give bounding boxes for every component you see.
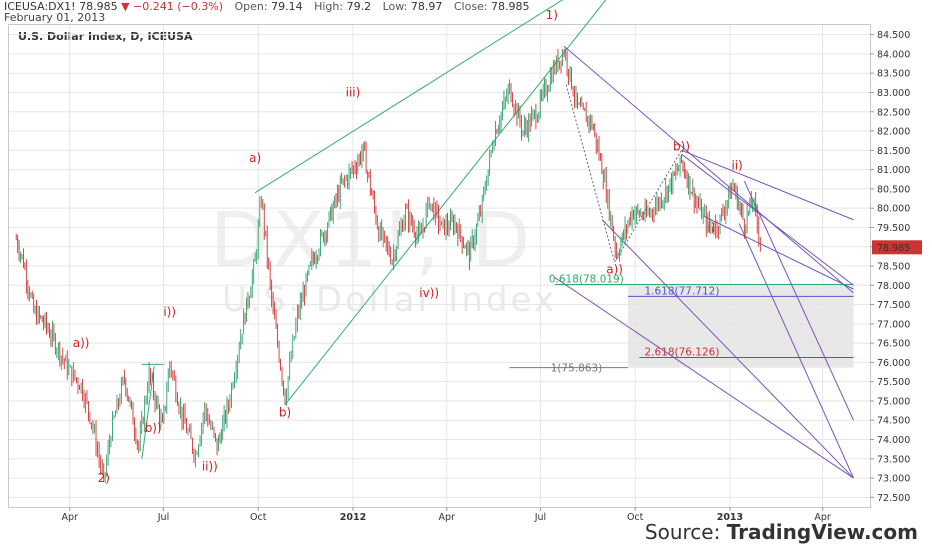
last-price: 78.985 — [79, 0, 118, 13]
source-credit: Source: TradingView.com — [645, 520, 918, 544]
elliott-wave-label: ii)) — [202, 459, 218, 473]
y-tick-label: 81.500 — [877, 146, 910, 157]
elliott-wave-label: a)) — [73, 336, 90, 350]
y-tick-label: 83.500 — [877, 69, 910, 80]
trendline — [681, 153, 854, 286]
y-tick-label: 84.500 — [877, 30, 910, 41]
y-tick-label: 77.000 — [877, 319, 910, 330]
trendline — [702, 215, 854, 290]
fib-level-label: 1(75.863) — [551, 363, 603, 375]
x-tick-label: 2013 — [717, 512, 743, 523]
symbol-name: ICEUSA:DX1! — [4, 0, 76, 13]
elliott-wave-label: b) — [279, 405, 291, 419]
trendline — [284, 0, 607, 406]
y-tick-label: 74.500 — [877, 416, 910, 427]
elliott-wave-label: 2) — [98, 471, 110, 485]
name-watermark: U.S. Dollar Index — [222, 280, 557, 320]
source-label: Source: — [644, 520, 727, 544]
y-tick-label: 72.500 — [877, 493, 910, 504]
chart-title: U.S. Dollar Index, D, ICEUSA — [18, 30, 193, 43]
low-value: 78.97 — [410, 0, 443, 13]
low-label: Low: — [382, 0, 408, 13]
trendline — [743, 180, 854, 421]
y-tick-label: 75.500 — [877, 377, 910, 388]
high-value: 79.2 — [346, 0, 372, 13]
y-tick-label: 75.000 — [877, 396, 910, 407]
x-tick-label: Apr — [62, 512, 79, 523]
elliott-wave-label: i) — [707, 220, 715, 234]
y-tick-label: 82.500 — [877, 107, 910, 118]
y-tick-label: 76.000 — [877, 358, 910, 369]
y-tick-label: 73.500 — [877, 454, 910, 465]
source-brand: TradingView.com — [726, 520, 918, 544]
y-tick-label: 76.500 — [877, 339, 910, 350]
fib-level-label: 1.618(77.712) — [644, 285, 719, 297]
y-tick-label: 77.500 — [877, 300, 910, 311]
high-label: High: — [314, 0, 344, 13]
x-tick-label: 2012 — [340, 512, 366, 523]
elliott-wave-label: iii) — [346, 85, 361, 99]
down-arrow-icon: ▼ — [121, 0, 130, 13]
open-value: 79.14 — [271, 0, 303, 13]
open-label: Open: — [234, 0, 268, 13]
symbol-header: ICEUSA:DX1! 78.985 ▼ −0.241 (−0.3%) Open… — [0, 0, 932, 24]
elliott-wave-label: i)) — [163, 305, 176, 319]
elliott-wave-label: ii) — [731, 159, 742, 173]
last-price-badge-label: 78.985 — [877, 243, 910, 254]
elliott-wave-label: iv)) — [419, 286, 439, 300]
y-tick-label: 80.500 — [877, 184, 910, 195]
trendline — [738, 223, 854, 479]
y-tick-label: 78.000 — [877, 281, 910, 292]
elliott-wave-label: 1) — [546, 8, 558, 22]
y-tick-label: 81.000 — [877, 165, 910, 176]
y-tick-label: 73.000 — [877, 474, 910, 485]
trendline — [254, 0, 564, 194]
elliott-wave-label: a)) — [606, 263, 623, 277]
y-tick-label: 74.000 — [877, 435, 910, 446]
chart-date: February 01, 2013 — [4, 11, 106, 24]
fib-level-label: 0.618(78.019) — [549, 274, 624, 286]
y-tick-label: 83.000 — [877, 88, 910, 99]
dotted-projection-line — [565, 84, 616, 263]
trendline — [563, 45, 854, 294]
y-tick-label: 79.500 — [877, 223, 910, 234]
x-tick-label: Oct — [250, 512, 267, 523]
price-change: −0.241 (−0.3%) — [133, 0, 223, 13]
x-tick-label: Apr — [438, 512, 455, 523]
x-tick-label: Jul — [534, 512, 546, 523]
trendline — [601, 219, 854, 479]
close-label: Close: — [453, 0, 488, 13]
y-tick-label: 82.000 — [877, 127, 910, 138]
elliott-wave-label: a) — [249, 151, 261, 165]
x-tick-label: Oct — [627, 512, 644, 523]
elliott-wave-label: b)) — [673, 139, 690, 153]
x-tick-label: Jul — [157, 512, 169, 523]
y-tick-label: 80.000 — [877, 204, 910, 215]
x-tick-label: Apr — [814, 512, 831, 523]
elliott-wave-label: b)) — [145, 421, 162, 435]
close-value: 78.985 — [491, 0, 530, 13]
dotted-projection-line — [614, 150, 682, 263]
fib-level-label: 2.618(76.126) — [644, 347, 719, 359]
trendline — [554, 277, 854, 479]
y-tick-label: 84.000 — [877, 49, 910, 60]
trendline — [681, 149, 854, 221]
y-tick-label: 78.500 — [877, 262, 910, 273]
last-price-badge — [872, 240, 922, 255]
ohlc-line: ICEUSA:DX1! 78.985 ▼ −0.241 (−0.3%) Open… — [4, 0, 530, 13]
fibonacci-extension-box — [627, 284, 854, 368]
